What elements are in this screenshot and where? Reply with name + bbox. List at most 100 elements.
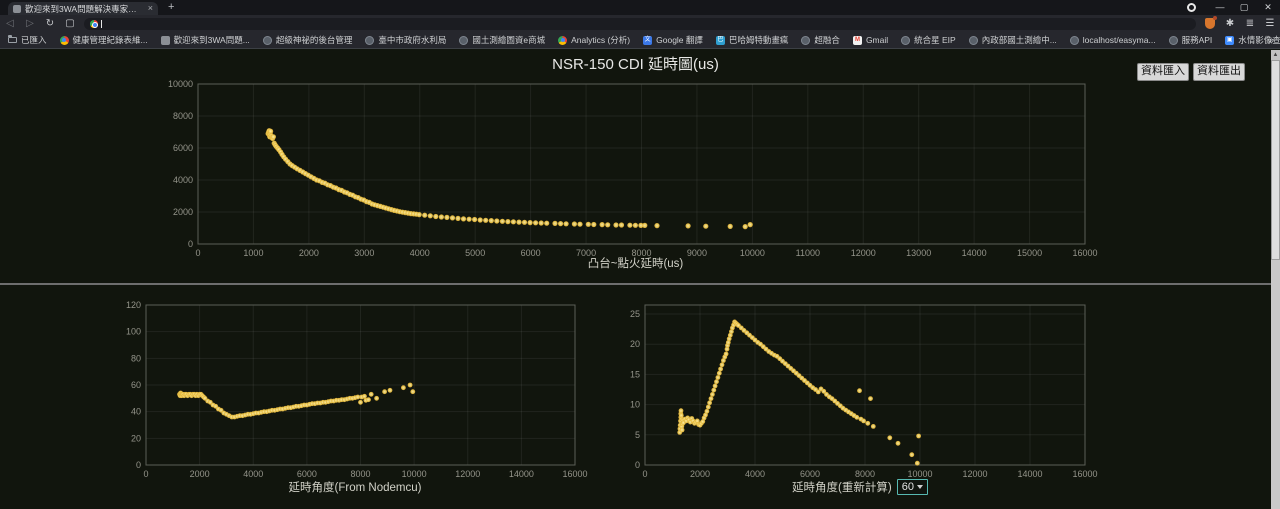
- menu-icon[interactable]: ☰: [1265, 17, 1275, 29]
- svg-text:120: 120: [126, 300, 141, 310]
- bookmark-label: 臺中市政府水利局: [378, 35, 447, 45]
- bookmark-item[interactable]: 健康管理紀錄表維...: [59, 34, 148, 46]
- svg-text:6000: 6000: [173, 143, 193, 153]
- bookmark-label: 國土測繪圖資e商城: [472, 35, 546, 45]
- bookmark-item[interactable]: 超級神祕的後台管理: [262, 34, 352, 46]
- maximize-button[interactable]: ▢: [1239, 2, 1249, 12]
- globe-icon: [901, 35, 911, 45]
- svg-text:14000: 14000: [509, 469, 534, 479]
- chart1-x-axis-title: 凸台~點火延時(us): [587, 258, 684, 270]
- scrollbar-thumb[interactable]: [1271, 60, 1280, 260]
- profile-icon[interactable]: [1187, 3, 1196, 12]
- bookmark-label: 水情影像查詢平台: [1238, 35, 1280, 45]
- svg-text:60: 60: [131, 380, 141, 390]
- minimize-button[interactable]: —: [1215, 2, 1225, 12]
- data-import-button[interactable]: 資料匯入: [1137, 63, 1189, 81]
- sidebar-toggle-icon[interactable]: ▢: [65, 17, 75, 29]
- svg-text:8000: 8000: [350, 469, 370, 479]
- bookmark-item[interactable]: 歡迎來到3WA問題...: [160, 34, 250, 46]
- section-divider: [0, 283, 1271, 285]
- svg-text:0: 0: [143, 469, 148, 479]
- globe-icon: [262, 35, 272, 45]
- svg-text:10000: 10000: [907, 469, 932, 479]
- bookmark-item[interactable]: 國土測繪圖資e商城: [459, 34, 545, 46]
- bookmark-item[interactable]: 超融合: [801, 34, 840, 46]
- svg-text:0: 0: [642, 469, 647, 479]
- bookmark-item[interactable]: 巴巴哈姆特動畫瘋: [715, 34, 789, 46]
- reload-icon[interactable]: ↻: [45, 17, 55, 29]
- svg-text:6000: 6000: [800, 469, 820, 479]
- svg-text:3000: 3000: [354, 248, 374, 258]
- globe-icon: [968, 35, 978, 45]
- blue-app-icon: ▣: [1225, 35, 1235, 45]
- svg-text:8000: 8000: [855, 469, 875, 479]
- bookmark-item[interactable]: 臺中市政府水利局: [365, 34, 446, 46]
- chrome-logo-icon: [90, 19, 98, 28]
- new-tab-button[interactable]: +: [168, 1, 175, 13]
- bookmark-item[interactable]: 已匯入: [8, 34, 47, 46]
- forward-icon[interactable]: ▷: [26, 17, 34, 29]
- svg-text:16000: 16000: [1072, 469, 1097, 479]
- bookmark-item[interactable]: Analytics (分析): [558, 34, 630, 46]
- bookmark-label: 服務API: [1181, 35, 1213, 45]
- svg-text:6000: 6000: [297, 469, 317, 479]
- bookmark-label: 巴哈姆特動畫瘋: [728, 35, 789, 45]
- tab-favicon-icon: [13, 4, 21, 13]
- svg-text:0: 0: [136, 460, 141, 470]
- bookmark-label: 超融合: [814, 35, 840, 45]
- window-controls: — ▢ ✕: [1187, 0, 1280, 15]
- globe-icon: [801, 35, 811, 45]
- bookmark-item[interactable]: localhost/easyma...: [1069, 35, 1156, 45]
- bookmark-item[interactable]: 內政部國土測繪中...: [968, 34, 1057, 46]
- baha-icon: 巴: [715, 35, 725, 45]
- bookmarks-list: 已匯入 健康管理紀錄表維... 歡迎來到3WA問題... 超級神祕的後台管理 臺中市政府…: [8, 34, 1280, 46]
- chrome-icon: [59, 35, 69, 45]
- svg-text:80: 80: [131, 353, 141, 363]
- bookmark-item[interactable]: 服務API: [1168, 34, 1213, 46]
- text-cursor: [101, 19, 102, 28]
- bookmark-item[interactable]: ▣水情影像查詢平台: [1225, 34, 1280, 46]
- bookmark-label: Analytics (分析): [571, 35, 631, 45]
- svg-text:2000: 2000: [190, 469, 210, 479]
- svg-text:16000: 16000: [562, 469, 587, 479]
- chevron-down-icon: [916, 485, 923, 489]
- svg-text:12000: 12000: [455, 469, 480, 479]
- data-export-button[interactable]: 資料匯出: [1193, 63, 1245, 81]
- bookmark-item[interactable]: 統合星 EIP: [901, 34, 956, 46]
- page-scrollbar[interactable]: ▲: [1271, 50, 1280, 509]
- svg-text:5: 5: [635, 430, 640, 440]
- svg-text:10000: 10000: [740, 248, 765, 258]
- chart3-x-axis-title: 延時角度(重新計算): [792, 482, 892, 494]
- svg-text:12000: 12000: [851, 248, 876, 258]
- shield-extension-icon[interactable]: [1205, 16, 1217, 29]
- browser-toolbar: ◁ ▷ ↻ ▢ ✱ ≣ ☰: [0, 15, 1280, 32]
- tab-close-icon[interactable]: ×: [147, 3, 153, 13]
- back-icon[interactable]: ◁: [6, 17, 14, 29]
- svg-text:10: 10: [630, 400, 640, 410]
- data-io-buttons: 資料匯入 資料匯出: [1137, 63, 1245, 81]
- tab-strip: 歡迎來到3WA問題解決專家工作室 × + — ▢ ✕: [0, 0, 1280, 15]
- svg-text:4000: 4000: [745, 469, 765, 479]
- close-button[interactable]: ✕: [1264, 2, 1272, 12]
- bookmarks-overflow-icon[interactable]: »: [1268, 35, 1274, 45]
- reading-list-icon[interactable]: ≣: [1245, 17, 1255, 29]
- globe-icon: [365, 35, 375, 45]
- bookmark-item[interactable]: M Gmail: [852, 35, 889, 45]
- address-bar[interactable]: [84, 17, 1196, 30]
- extensions-icon[interactable]: ✱: [1225, 17, 1235, 29]
- scroll-up-arrow-icon[interactable]: ▲: [1271, 50, 1280, 60]
- bookmark-label: Gmail: [865, 35, 889, 45]
- angle-select-dropdown[interactable]: 60: [896, 479, 928, 495]
- svg-text:10000: 10000: [168, 79, 193, 89]
- svg-text:4000: 4000: [410, 248, 430, 258]
- bookmark-item[interactable]: 文 Google 翻譯: [643, 34, 703, 46]
- tab-title: 歡迎來到3WA問題解決專家工作室: [25, 3, 144, 14]
- svg-text:9000: 9000: [687, 248, 707, 258]
- browser-tab[interactable]: 歡迎來到3WA問題解決專家工作室 ×: [8, 2, 158, 15]
- bookmarks-bar: 已匯入 健康管理紀錄表維... 歡迎來到3WA問題... 超級神祕的後台管理 臺中市政府…: [0, 32, 1280, 49]
- svg-text:2000: 2000: [299, 248, 319, 258]
- svg-text:4000: 4000: [243, 469, 263, 479]
- bookmark-label: 健康管理紀錄表維...: [72, 35, 148, 45]
- folder-icon: [8, 35, 17, 43]
